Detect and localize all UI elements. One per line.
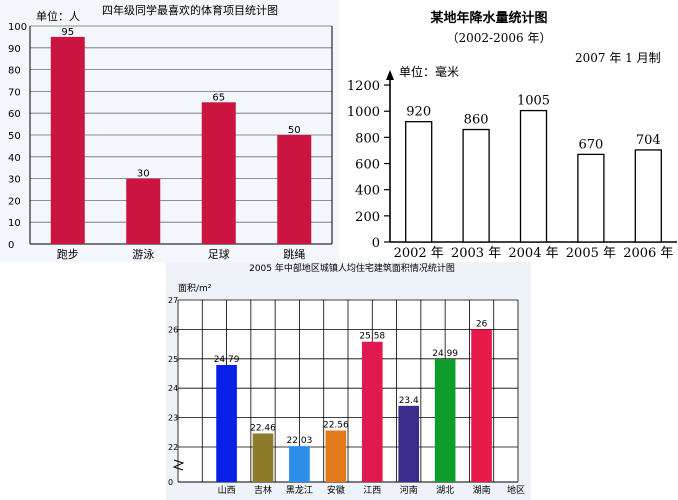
y-tick-label: 26 <box>168 325 178 334</box>
data-label: 23.4 <box>399 396 419 406</box>
y-tick-label: 50 <box>8 131 21 142</box>
data-label: 920 <box>406 105 431 120</box>
y-tick-label: 800 <box>355 131 380 146</box>
data-label: 30 <box>137 169 150 180</box>
x-tick-label: 湖南 <box>473 484 491 496</box>
x-tick-label: 山西 <box>218 485 236 496</box>
y-tick-label: 90 <box>8 44 21 55</box>
housing-area-chart: 2005 年中部地区城镇人均住宅建筑面积情况统计图 面积/m² 地区 0 22 23… <box>168 262 525 496</box>
y-tick-label: 80 <box>8 66 21 77</box>
bar-吉林 <box>252 433 274 482</box>
y-tick-label: 24 <box>168 384 178 393</box>
bar-湖南 <box>471 329 492 482</box>
x-axis-label: 地区 <box>507 484 525 496</box>
x-tick-label: 江西 <box>363 485 381 496</box>
bar-山西 <box>216 364 237 482</box>
y-tick-label: 400 <box>355 184 380 199</box>
bar-足球 <box>201 102 236 244</box>
y-tick-label: 25 <box>168 355 178 364</box>
bar-2005 年 <box>577 153 605 243</box>
bar-2004 年 <box>519 109 548 243</box>
x-tick-label: 2005 年 <box>566 246 616 261</box>
x-tick-label: 湖北 <box>436 485 454 496</box>
y-tick-label: 600 <box>355 158 380 173</box>
data-label: 1005 <box>517 94 550 109</box>
data-label: 22.56 <box>323 421 349 431</box>
y-tick-label: 22 <box>168 443 178 452</box>
data-label: 24.79 <box>214 355 240 365</box>
data-label: 24.99 <box>432 349 458 359</box>
bar-2003 年 <box>462 128 490 243</box>
y-tick-label: 10 <box>8 218 21 229</box>
y-tick-label: 1200 <box>347 79 380 94</box>
chart-title: 某地年降水量统计图 <box>429 10 547 26</box>
precipitation-chart-panel: 某地年降水量统计图 （2002-2006 年） 2007 年 1 月制 单位：毫… <box>339 0 678 262</box>
sports-chart-panel: 四年级同学最喜欢的体育项目统计图 单位：人 0 10 20 30 40 50 60 70 80 9… <box>0 0 339 262</box>
y-axis-arrow <box>386 70 394 80</box>
bar-2006 年 <box>634 149 662 243</box>
y-axis-unit-label: 单位：人 <box>36 9 80 23</box>
housing-area-chart-panel: 2005 年中部地区城镇人均住宅建筑面积情况统计图 面积/m² 地区 0 22 23… <box>166 262 531 500</box>
x-tick-label: 河南 <box>400 484 418 496</box>
precipitation-chart: 某地年降水量统计图 （2002-2006 年） 2007 年 1 月制 单位：毫… <box>347 10 677 261</box>
y-tick-label: 200 <box>355 210 380 225</box>
data-label: 95 <box>61 27 74 38</box>
data-label: 25.58 <box>359 332 385 342</box>
chart-title: 四年级同学最喜欢的体育项目统计图 <box>102 3 278 17</box>
bar-黑龙江 <box>289 446 310 482</box>
x-tick-label: 2004 年 <box>508 246 558 261</box>
x-tick-label: 跑步 <box>57 247 79 261</box>
data-label: 22.46 <box>250 423 276 433</box>
bar-江西 <box>361 341 383 482</box>
x-tick-label: 2006 年 <box>623 246 673 261</box>
y-tick-label: 27 <box>168 296 178 305</box>
x-tick-label: 足球 <box>208 247 230 261</box>
data-label: 50 <box>288 125 301 136</box>
y-axis-unit-label: 单位：毫米 <box>399 64 459 79</box>
y-axis-unit-label: 面积/m² <box>178 282 212 294</box>
data-label: 65 <box>212 92 225 103</box>
y-tick-label: 30 <box>8 175 21 186</box>
bar-跳绳 <box>277 135 312 244</box>
data-label: 22.03 <box>287 436 313 446</box>
y-tick-label: 0 <box>168 478 173 487</box>
axis-break-mark <box>172 459 185 471</box>
y-tick-label: 20 <box>8 196 21 207</box>
data-label: 670 <box>578 137 603 152</box>
data-label: 860 <box>464 113 489 128</box>
y-tick-label: 1000 <box>347 105 380 120</box>
y-tick-label: 0 <box>8 240 14 251</box>
x-tick-label: 2003 年 <box>451 246 501 261</box>
bar-跑步 <box>50 36 85 245</box>
x-tick-label: 吉林 <box>254 484 272 496</box>
bar-河南 <box>398 405 420 482</box>
x-tick-label: 跳绳 <box>283 247 305 261</box>
bar-2002 年 <box>405 121 433 243</box>
sports-chart: 四年级同学最喜欢的体育项目统计图 单位：人 0 10 20 30 40 50 60 70 80 9… <box>8 3 333 261</box>
chart-note: 2007 年 1 月制 <box>575 51 661 65</box>
y-tick-label: 40 <box>8 153 21 164</box>
bar-安徽 <box>325 430 347 482</box>
x-tick-label: 游泳 <box>132 247 154 261</box>
y-tick-label: 60 <box>8 109 21 120</box>
y-tick-label: 23 <box>168 414 178 423</box>
bar-游泳 <box>126 178 161 244</box>
chart-title: 2005 年中部地区城镇人均住宅建筑面积情况统计图 <box>249 262 455 274</box>
chart-subtitle: （2002-2006 年） <box>447 31 552 45</box>
y-tick-label: 70 <box>8 87 21 98</box>
data-label: 704 <box>636 133 661 148</box>
x-tick-label: 2002 年 <box>394 246 444 261</box>
y-tick-label: 100 <box>8 22 27 33</box>
x-tick-label: 黑龙江 <box>286 484 313 496</box>
data-label: 26 <box>476 319 488 329</box>
y-tick-label: 0 <box>372 236 380 251</box>
x-tick-label: 安徽 <box>327 484 345 496</box>
bar-湖北 <box>434 359 456 482</box>
